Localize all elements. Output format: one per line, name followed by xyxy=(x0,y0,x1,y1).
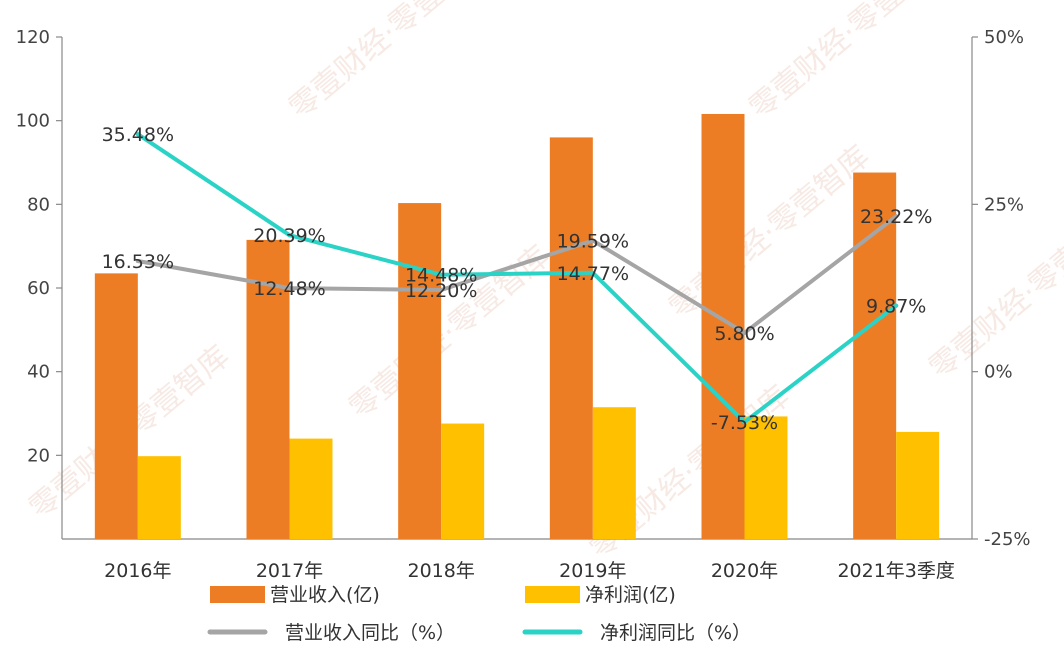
y-right-tick-label: 0% xyxy=(984,362,1013,383)
legend-label: 净利润同比（%） xyxy=(600,622,751,644)
y-left-tick-label: 20 xyxy=(27,445,50,466)
legend-label: 净利润(亿) xyxy=(585,584,676,606)
y-right-tick-label: 50% xyxy=(984,27,1024,48)
x-tick-label: 2017年 xyxy=(256,560,323,582)
line-point xyxy=(287,233,292,238)
line-point xyxy=(439,272,444,277)
data-label: 9.87% xyxy=(866,296,926,318)
y-left-tick-label: 100 xyxy=(16,111,50,132)
data-label: 19.59% xyxy=(557,231,629,253)
bar xyxy=(549,137,593,539)
line-point xyxy=(894,303,899,308)
line-point xyxy=(742,330,747,335)
bar xyxy=(246,239,290,539)
data-label: 12.20% xyxy=(405,280,477,302)
bar xyxy=(289,438,333,539)
legend-swatch xyxy=(210,586,265,603)
watermark-text: 零壹财经·零壹智库 xyxy=(283,0,497,126)
legend-label: 营业收入同比（%） xyxy=(285,622,455,644)
x-tick-label: 2016年 xyxy=(104,560,171,582)
line-point xyxy=(439,288,444,293)
watermark-text: 零壹财经·零壹智库 xyxy=(743,0,957,126)
data-label: 23.22% xyxy=(860,206,932,228)
y-left-tick-label: 40 xyxy=(27,362,50,383)
bar xyxy=(137,456,181,539)
data-label: 20.39% xyxy=(253,225,325,247)
lines xyxy=(135,132,899,425)
data-label: 14.77% xyxy=(557,263,629,285)
y-left-tick-label: 80 xyxy=(27,194,50,215)
y-right-tick-label: -25% xyxy=(984,529,1031,550)
line-point xyxy=(590,238,595,243)
data-label: 5.80% xyxy=(714,323,774,345)
line-point xyxy=(742,420,747,425)
x-tick-label: 2018年 xyxy=(407,560,474,582)
watermark-text: 零壹财经·零壹智库 xyxy=(663,139,877,326)
y-left-tick-label: 120 xyxy=(16,27,50,48)
line-point xyxy=(135,132,140,137)
x-tick-label: 2021年3季度 xyxy=(837,560,954,582)
data-labels: 16.53% 12.48% 12.20% 19.59% 5.80% 23.22% 35.48… xyxy=(102,124,933,434)
bar xyxy=(441,423,485,539)
bar xyxy=(896,431,940,539)
bar xyxy=(398,203,442,539)
x-tick-label: 2019年 xyxy=(559,560,626,582)
legend-label: 营业收入(亿) xyxy=(270,584,380,606)
line-point xyxy=(590,270,595,275)
bar xyxy=(744,416,788,539)
x-tick-label: 2020年 xyxy=(711,560,778,582)
y-right-tick-label: 25% xyxy=(984,194,1024,215)
bar xyxy=(94,273,138,539)
data-label: 35.48% xyxy=(102,124,174,146)
line-point xyxy=(287,286,292,291)
watermark-text: 零壹财经·零壹智库 xyxy=(923,199,1064,386)
axes: 20 40 60 80 100 120 -25% 0% 25% 50% 2016年 2017年 2018… xyxy=(16,27,1031,582)
bar xyxy=(592,407,636,539)
line-point xyxy=(135,259,140,264)
data-label: 12.48% xyxy=(253,278,325,300)
data-label: 14.48% xyxy=(405,265,477,287)
data-label: 16.53% xyxy=(102,251,174,273)
data-label: -7.53% xyxy=(711,412,778,434)
y-left-tick-label: 60 xyxy=(27,278,50,299)
series-line xyxy=(135,214,899,335)
legend: 营业收入(亿) 净利润(亿) 营业收入同比（%） 净利润同比（%） xyxy=(207,584,751,644)
line-point xyxy=(894,214,899,219)
series-line xyxy=(135,132,899,425)
legend-swatch xyxy=(525,586,580,603)
